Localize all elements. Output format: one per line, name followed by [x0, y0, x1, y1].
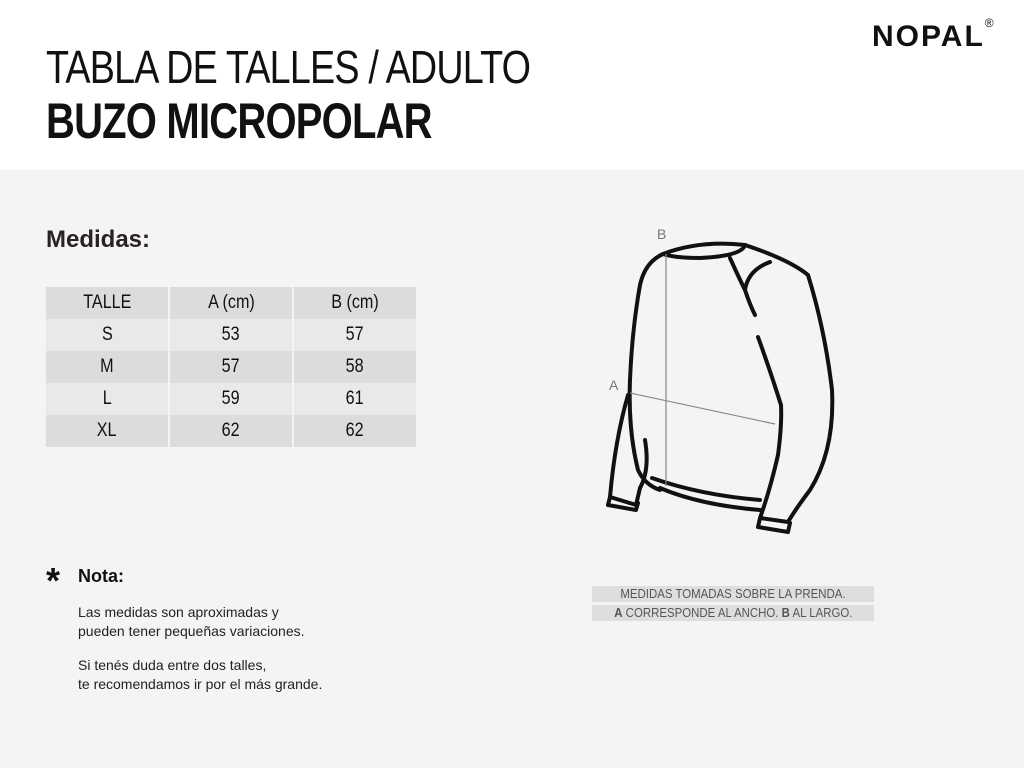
table-cell: 62 [170, 415, 292, 447]
table-cell: L [46, 383, 168, 415]
table-cell: 58 [294, 351, 416, 383]
table-cell: 61 [294, 383, 416, 415]
page-title: TABLA DE TALLES / ADULTO [46, 41, 531, 93]
caption-a: A [613, 605, 623, 620]
table-row: S 53 57 [46, 319, 416, 351]
sweater-body-left [627, 252, 665, 492]
sweater-left-cuff [606, 495, 640, 512]
caption-text: CORRESPONDE AL ANCHO. [622, 605, 782, 620]
note-paragraph-2: Si tenés duda entre dos talles, te recome… [78, 656, 322, 694]
brand-name: NOPAL [872, 20, 985, 53]
table-row: M 57 58 [46, 351, 416, 383]
label-b: B [657, 226, 667, 242]
column-header-label: B (cm) [331, 292, 379, 313]
table-cell: M [46, 351, 168, 383]
note-line: te recomendamos ir por el más grande. [78, 676, 323, 692]
caption-line-2: A CORRESPONDE AL ANCHO. B AL LARGO. [592, 605, 874, 621]
cell-value: 62 [222, 420, 240, 441]
table-cell: 62 [294, 415, 416, 447]
header: TABLA DE TALLES / ADULTO BUZO MICROPOLAR… [0, 0, 1024, 170]
note-line: Las medidas son aproximadas y [78, 604, 279, 620]
cell-value: 57 [346, 324, 364, 345]
size-table: TALLE A (cm) B (cm) S 53 57 M 57 58 L 59 61 XL 62 6… [44, 287, 418, 447]
note-line: Si tenés duda entre dos talles, [78, 657, 267, 673]
sweater-hem [650, 476, 762, 512]
caption-text: MEDIDAS TOMADAS SOBRE LA PRENDA. [620, 586, 846, 601]
cell-value: L [102, 388, 112, 409]
column-header: B (cm) [294, 287, 416, 319]
asterisk-icon: * [46, 560, 61, 601]
caption-b: B [781, 605, 790, 620]
table-cell: S [46, 319, 168, 351]
table-header-row: TALLE A (cm) B (cm) [46, 287, 416, 319]
cell-value: XL [97, 420, 117, 441]
sweater-raglan-seam [728, 256, 772, 317]
table-cell: XL [46, 415, 168, 447]
column-header: TALLE [46, 287, 168, 319]
column-header-label: A (cm) [207, 292, 255, 313]
cell-value: 62 [346, 420, 364, 441]
page-subtitle: BUZO MICROPOLAR [46, 93, 433, 149]
column-header: A (cm) [170, 287, 292, 319]
table-cell: 57 [170, 351, 292, 383]
caption-text: AL LARGO. [789, 605, 853, 620]
cell-value: 57 [222, 356, 240, 377]
brand-logo: NOPAL® [872, 16, 994, 54]
note-line: pueden tener pequeñas variaciones. [78, 623, 305, 639]
table-cell: 59 [170, 383, 292, 415]
sweater-collar [661, 241, 747, 260]
table-cell: 57 [294, 319, 416, 351]
cell-value: 61 [346, 388, 364, 409]
cell-value: 58 [346, 356, 364, 377]
label-a: A [609, 377, 619, 393]
cell-value: S [101, 324, 113, 345]
registered-mark: ® [984, 16, 994, 30]
measures-heading: Medidas: [46, 226, 151, 253]
sweater-right-cuff [756, 516, 792, 534]
cell-value: 53 [222, 324, 240, 345]
table-row: XL 62 62 [46, 415, 416, 447]
caption-line-1: MEDIDAS TOMADAS SOBRE LA PRENDA. [592, 586, 874, 602]
cell-value: M [100, 356, 114, 377]
note-heading: Nota: [78, 566, 124, 586]
column-header-label: TALLE [82, 292, 132, 313]
cell-value: 59 [222, 388, 240, 409]
table-row: L 59 61 [46, 383, 416, 415]
note-paragraph-1: Las medidas son aproximadas y pueden tene… [78, 603, 305, 641]
table-cell: 53 [170, 319, 292, 351]
measure-line-a [629, 392, 776, 425]
sweater-right-sleeve [743, 243, 835, 524]
